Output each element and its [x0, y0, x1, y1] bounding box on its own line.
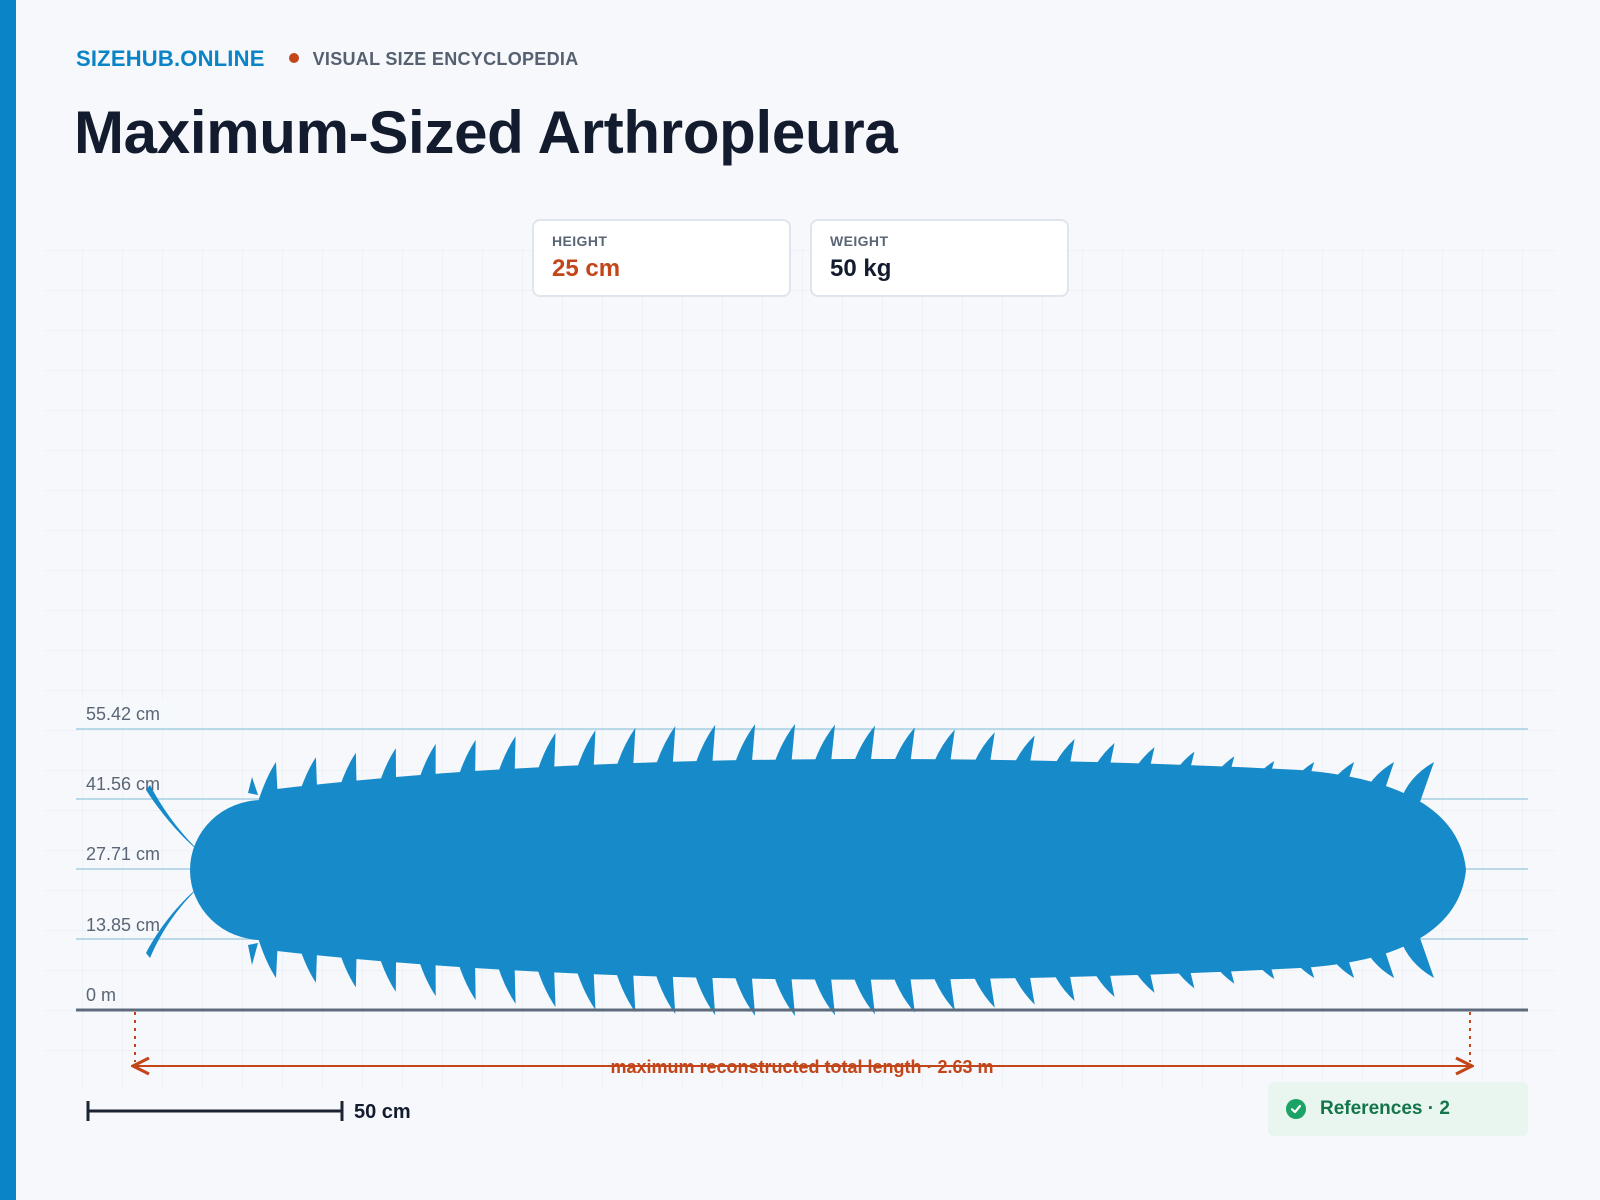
label-bg: [78, 700, 176, 726]
accent-bar: [0, 0, 16, 1200]
mandible-top: [248, 777, 258, 795]
page-title: Maximum-Sized Arthropleura: [74, 99, 898, 166]
height-value: 25 cm: [552, 255, 621, 282]
references-button[interactable]: References · 2: [1268, 1082, 1528, 1136]
length-measurement: maximum reconstructed total length · 2.6…: [133, 1012, 1472, 1077]
leg-top: [1400, 762, 1434, 802]
height-label: HEIGHT: [552, 233, 608, 249]
references-label: References · 2: [1320, 1098, 1450, 1119]
height-labels: 55.42 cm 41.56 cm 27.71 cm 13.85 cm 0 m: [78, 700, 176, 1005]
height-card: HEIGHT 25 cm: [532, 219, 791, 297]
separator-dot-icon: [288, 53, 299, 63]
level-label: 27.71 cm: [86, 844, 160, 864]
level-label: 0 m: [86, 985, 116, 1005]
scale-bar: 50 cm: [86, 1101, 411, 1123]
leg-bottom: [1400, 938, 1434, 978]
arthropleura-silhouette: [146, 724, 1466, 1016]
brand-link[interactable]: SIZEHUB.ONLINE: [76, 46, 265, 71]
body-trunk: [268, 758, 1466, 980]
antenna-bottom: [146, 886, 200, 958]
weight-label: WEIGHT: [830, 233, 889, 249]
antenna-top: [146, 785, 200, 852]
mandible-bottom: [248, 943, 258, 965]
weight-card: WEIGHT 50 kg: [810, 219, 1069, 297]
length-caption: maximum reconstructed total length · 2.6…: [610, 1057, 993, 1077]
level-label: 41.56 cm: [86, 774, 160, 794]
check-circle-icon: [1286, 1099, 1306, 1119]
brand-row: SIZEHUB.ONLINE VISUAL SIZE ENCYCLOPEDIA: [76, 46, 579, 72]
level-label: 55.42 cm: [86, 704, 160, 724]
scale-bar-label: 50 cm: [354, 1101, 411, 1123]
weight-value: 50 kg: [830, 255, 892, 282]
level-label: 13.85 cm: [86, 915, 160, 935]
tagline: VISUAL SIZE ENCYCLOPEDIA: [312, 48, 579, 69]
